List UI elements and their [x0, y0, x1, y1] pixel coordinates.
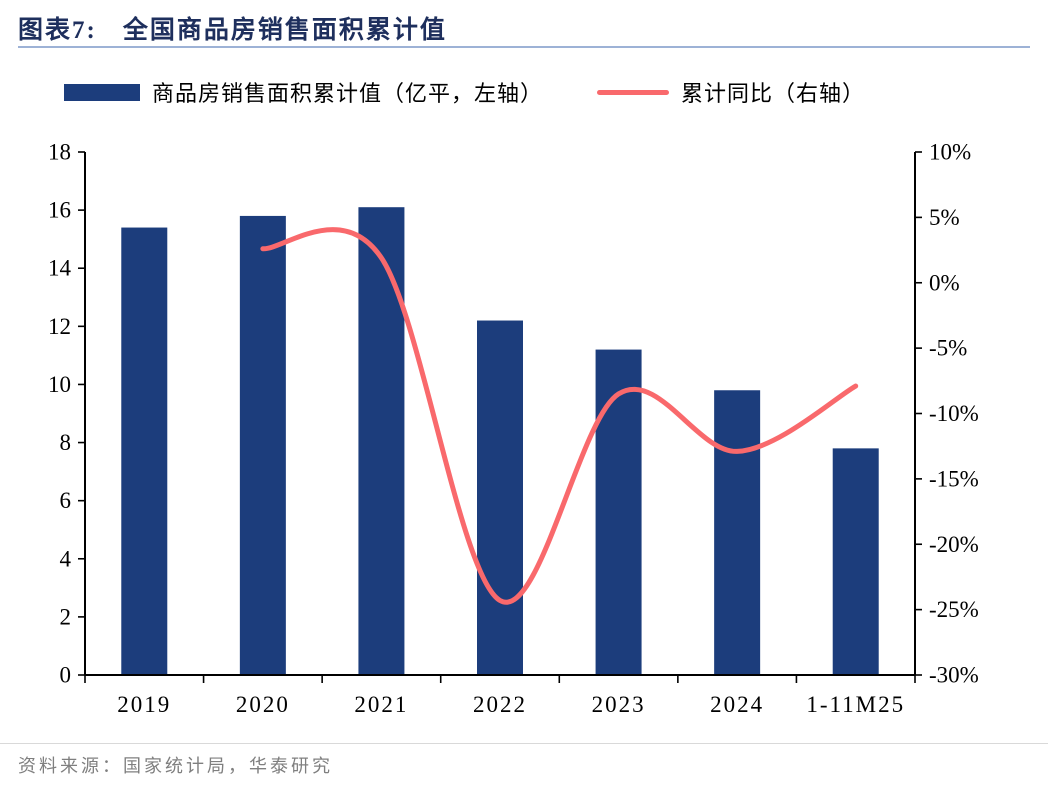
- x-axis-category-label: 2024: [710, 692, 764, 717]
- x-axis-category-label: 2022: [473, 692, 527, 717]
- left-axis-tick-label: 2: [60, 604, 72, 629]
- right-axis-tick-label: 10%: [929, 140, 971, 165]
- left-axis-tick-label: 0: [60, 663, 72, 688]
- left-axis-tick-label: 16: [48, 198, 71, 223]
- bar-series-swatch: [64, 83, 140, 101]
- chart-title: 图表7: 全国商品房销售面积累计值: [18, 10, 1030, 46]
- left-axis-tick-label: 14: [48, 256, 72, 281]
- bar-2020: [239, 215, 286, 675]
- left-axis-tick-label: 8: [60, 430, 72, 455]
- bar-2019: [121, 227, 168, 676]
- data-source-note: 资料来源：国家统计局，华泰研究: [18, 756, 333, 776]
- bar-2024: [714, 390, 761, 675]
- bar-2022: [477, 320, 523, 675]
- bar-series-label: 商品房销售面积累计值（亿平，左轴）: [152, 81, 544, 106]
- line-series-label: 累计同比（右轴）: [681, 81, 866, 106]
- left-axis-tick-label: 18: [48, 140, 71, 165]
- right-axis-tick-label: -25%: [929, 597, 979, 622]
- yoy-line-series: [260, 227, 859, 605]
- bar-2023: [595, 349, 642, 675]
- legend-item-bar-series: 商品房销售面积累计值（亿平，左轴）: [64, 76, 543, 108]
- title-underline: [18, 46, 1030, 48]
- left-axis-tick-label: 4: [60, 546, 72, 571]
- x-axis-category-label: 1-11M25: [806, 692, 905, 717]
- bar-1-11M25: [832, 448, 879, 675]
- line-series-swatch: [597, 89, 670, 95]
- x-axis-category-label: 2020: [236, 692, 290, 717]
- chart-number-label: 图表7:: [18, 17, 97, 44]
- left-axis-tick-label: 12: [48, 314, 71, 339]
- right-axis-tick-label: -30%: [929, 663, 979, 688]
- left-axis-tick-label: 6: [60, 488, 72, 513]
- left-axis-tick-label: 10: [48, 372, 71, 397]
- right-axis-tick-label: -10%: [929, 401, 979, 426]
- x-axis-category-label: 2023: [592, 692, 646, 717]
- legend-item-line-series: 累计同比（右轴）: [597, 76, 865, 108]
- right-axis-tick-label: 0%: [929, 270, 960, 295]
- footer-divider: [0, 743, 1048, 744]
- x-axis-category-label: 2021: [354, 692, 408, 717]
- right-axis-tick-label: -5%: [929, 336, 967, 361]
- bar-2021: [358, 207, 405, 675]
- chart-legend: 商品房销售面积累计值（亿平，左轴） 累计同比（右轴）: [64, 76, 1004, 108]
- right-axis-tick-label: 5%: [929, 205, 960, 230]
- right-axis-tick-label: -20%: [929, 532, 979, 557]
- chart-title-text: 全国商品房销售面积累计值: [122, 17, 447, 44]
- right-axis-tick-label: -15%: [929, 466, 979, 491]
- x-axis-category-label: 2019: [117, 692, 171, 717]
